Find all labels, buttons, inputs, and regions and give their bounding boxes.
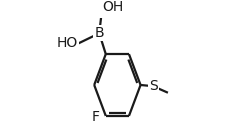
Text: S: S bbox=[148, 79, 157, 93]
Text: B: B bbox=[94, 26, 104, 40]
Text: OH: OH bbox=[101, 0, 123, 14]
Text: HO: HO bbox=[56, 36, 77, 50]
Text: F: F bbox=[91, 110, 99, 124]
